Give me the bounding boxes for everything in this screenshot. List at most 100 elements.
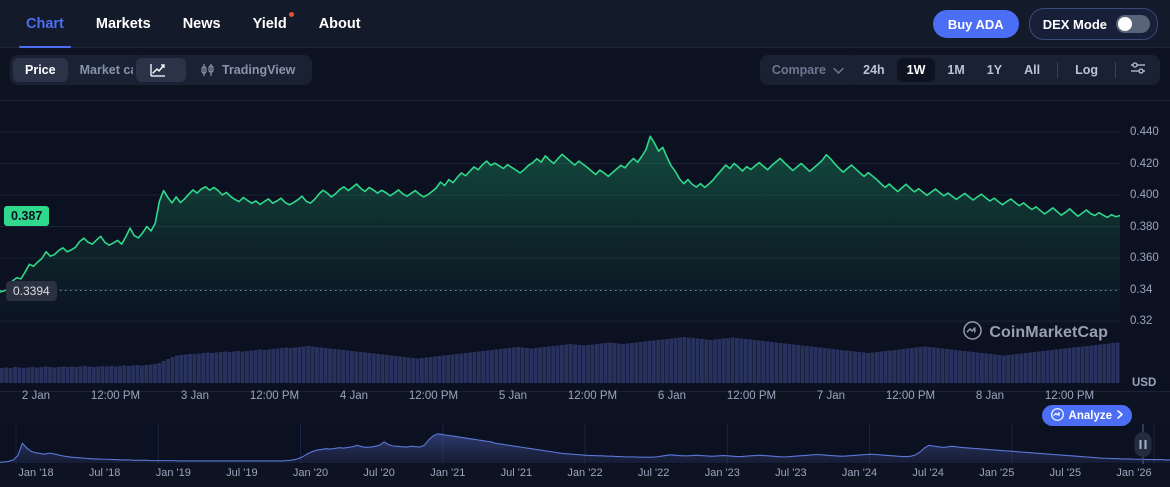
minimap-axis-tick: Jul '24 [912, 467, 944, 479]
x-axis-tick: 2 Jan [21, 390, 51, 402]
range-1y[interactable]: 1Y [986, 63, 1003, 77]
dex-mode-toggle[interactable]: DEX Mode [1028, 8, 1158, 40]
chart-settings-button[interactable] [1123, 61, 1153, 80]
y-axis-tick: 0.34 [1130, 283, 1153, 296]
minimap-axis-tick: Jul '21 [500, 467, 533, 479]
chart-type-line[interactable] [136, 58, 186, 82]
compare-dropdown[interactable]: Compare [759, 55, 856, 85]
minimap-axis-tick: Jan '19 [155, 467, 191, 479]
handle-bar [1139, 440, 1142, 449]
analyze-logo-icon [1050, 407, 1064, 424]
x-axis-tick: 3 Jan [180, 390, 210, 402]
watermark-label: CoinMarketCap [989, 324, 1108, 341]
nav-tab-label: News [182, 16, 221, 32]
candlestick-icon [200, 63, 216, 77]
minimap-right-handle[interactable] [1134, 432, 1152, 457]
analyze-button[interactable]: Analyze [1041, 405, 1132, 426]
minimap-axis-tick: Jan '26 [1116, 467, 1152, 479]
x-axis-tick: 12:00 PM [90, 390, 141, 402]
dex-mode-switch[interactable] [1116, 15, 1150, 33]
range-1m[interactable]: 1M [947, 63, 965, 77]
y-axis-tick: 0.360 [1130, 252, 1159, 265]
range-24h[interactable]: 24h [863, 63, 885, 77]
y-axis-tick: 0.400 [1130, 189, 1159, 201]
minimap-axis-tick: Jan '25 [979, 467, 1015, 479]
nav-tab-label: Yield [252, 16, 287, 32]
minimap-canvas [0, 424, 1170, 464]
switch-knob [1118, 17, 1132, 31]
buy-ada-button[interactable]: Buy ADA [932, 10, 1019, 38]
minimap-axis-tick: Jul '25 [1049, 467, 1082, 479]
minimap-axis: Jan '18 Jul '18 Jan '19 Jul '19 Jan '20 Jul '… [0, 464, 1170, 487]
minimap-axis-tick: Jan '24 [841, 467, 878, 479]
x-axis-tick: 12:00 PM [567, 390, 618, 402]
log-scale-toggle[interactable]: Log [1075, 63, 1098, 77]
line-chart-icon [150, 63, 166, 77]
chevron-down-icon [833, 63, 844, 77]
nav-tab-chart[interactable]: Chart [10, 0, 80, 48]
nav-tab-label: About [318, 16, 361, 32]
range-all[interactable]: All [1024, 63, 1041, 77]
y-axis-tick: 0.380 [1130, 220, 1159, 233]
chart-type-tradingview[interactable]: TradingView [186, 58, 309, 82]
nav-tab-news[interactable]: News [167, 0, 237, 48]
nav-tab-yield[interactable]: Yield [237, 0, 303, 48]
minimap-axis-tick: Jan '23 [704, 467, 740, 479]
x-axis-tick: 12:00 PM [249, 390, 300, 402]
minimap-axis-tick: Jul '20 [363, 467, 395, 479]
navbar-actions: Buy ADA DEX Mode [932, 0, 1158, 48]
y-axis-unit: USD [1132, 377, 1157, 389]
compare-label: Compare [771, 63, 826, 77]
value-type-market-cap[interactable]: Market cap [79, 63, 145, 77]
toolbar-divider [1115, 62, 1116, 78]
value-type-price[interactable]: Price [13, 58, 68, 82]
x-axis-tick: 7 Jan [816, 390, 846, 402]
range-1w[interactable]: 1W [896, 58, 936, 82]
x-axis-tick: 12:00 PM [885, 390, 936, 402]
sliders-icon [1130, 61, 1146, 80]
nav-tab-markets[interactable]: Markets [80, 0, 167, 48]
minimap-axis-tick: Jul '23 [775, 467, 807, 479]
chart-type-label: TradingView [222, 63, 296, 77]
price-chart-canvas [0, 131, 1120, 383]
nav-tab-label: Chart [26, 16, 64, 32]
x-axis-tick: 12:00 PM [1044, 390, 1095, 402]
minimap-axis-tick: Jan '18 [18, 467, 54, 479]
toolbar-divider [1057, 62, 1059, 78]
notification-dot-icon [288, 12, 294, 17]
analyze-label: Analyze [1068, 409, 1112, 422]
x-axis-tick: 8 Jan [975, 390, 1005, 402]
price-chart[interactable]: USD 0.440 0.420 0.400 0.380 0.360 0.34 0.32 0.… [0, 100, 1170, 392]
range-selector: 24h 1W 1M 1Y All Log [846, 55, 1160, 85]
x-axis-tick: 12:00 PM [726, 390, 777, 402]
handle-bar [1144, 440, 1147, 449]
minimap-axis-tick: Jan '21 [430, 467, 466, 479]
current-price-badge: 0.387 [4, 205, 50, 226]
x-axis: 2 Jan 12:00 PM 3 Jan 12:00 PM 4 Jan 12:00 PM 5… [0, 390, 1170, 412]
nav-tabs: Chart Markets News Yield About [10, 0, 377, 48]
y-axis-tick: 0.440 [1130, 125, 1159, 138]
nav-tab-label: Markets [95, 16, 151, 32]
minimap-axis-tick: Jul '19 [226, 467, 258, 479]
minimap-axis-tick: Jul '18 [88, 467, 121, 479]
x-axis-tick: 12:00 PM [408, 390, 459, 402]
coinmarketcap-logo-icon [963, 321, 983, 345]
minimap-axis-tick: Jan '20 [292, 467, 329, 479]
y-axis: USD 0.440 0.420 0.400 0.380 0.360 0.34 0.32 [1120, 101, 1170, 391]
nav-tab-about[interactable]: About [303, 0, 377, 48]
chart-toolbar: Price Market cap [0, 48, 1170, 92]
chart-type-switch: TradingView [133, 55, 313, 85]
y-axis-tick: 0.32 [1130, 315, 1153, 328]
minimap-axis-tick: Jan '22 [567, 467, 603, 479]
y-axis-tick: 0.420 [1130, 157, 1159, 170]
x-axis-tick: 6 Jan [657, 390, 687, 402]
dex-mode-label: DEX Mode [1042, 16, 1107, 32]
x-axis-tick: 5 Jan [498, 390, 528, 402]
x-axis-tick: 4 Jan [339, 390, 369, 402]
open-price-badge: 0.3394 [6, 280, 57, 301]
top-navbar: Chart Markets News Yield About Buy ADA D… [0, 0, 1170, 48]
chevron-right-icon [1117, 409, 1123, 422]
range-minimap[interactable] [0, 424, 1170, 464]
coinmarketcap-watermark: CoinMarketCap [963, 321, 1108, 345]
